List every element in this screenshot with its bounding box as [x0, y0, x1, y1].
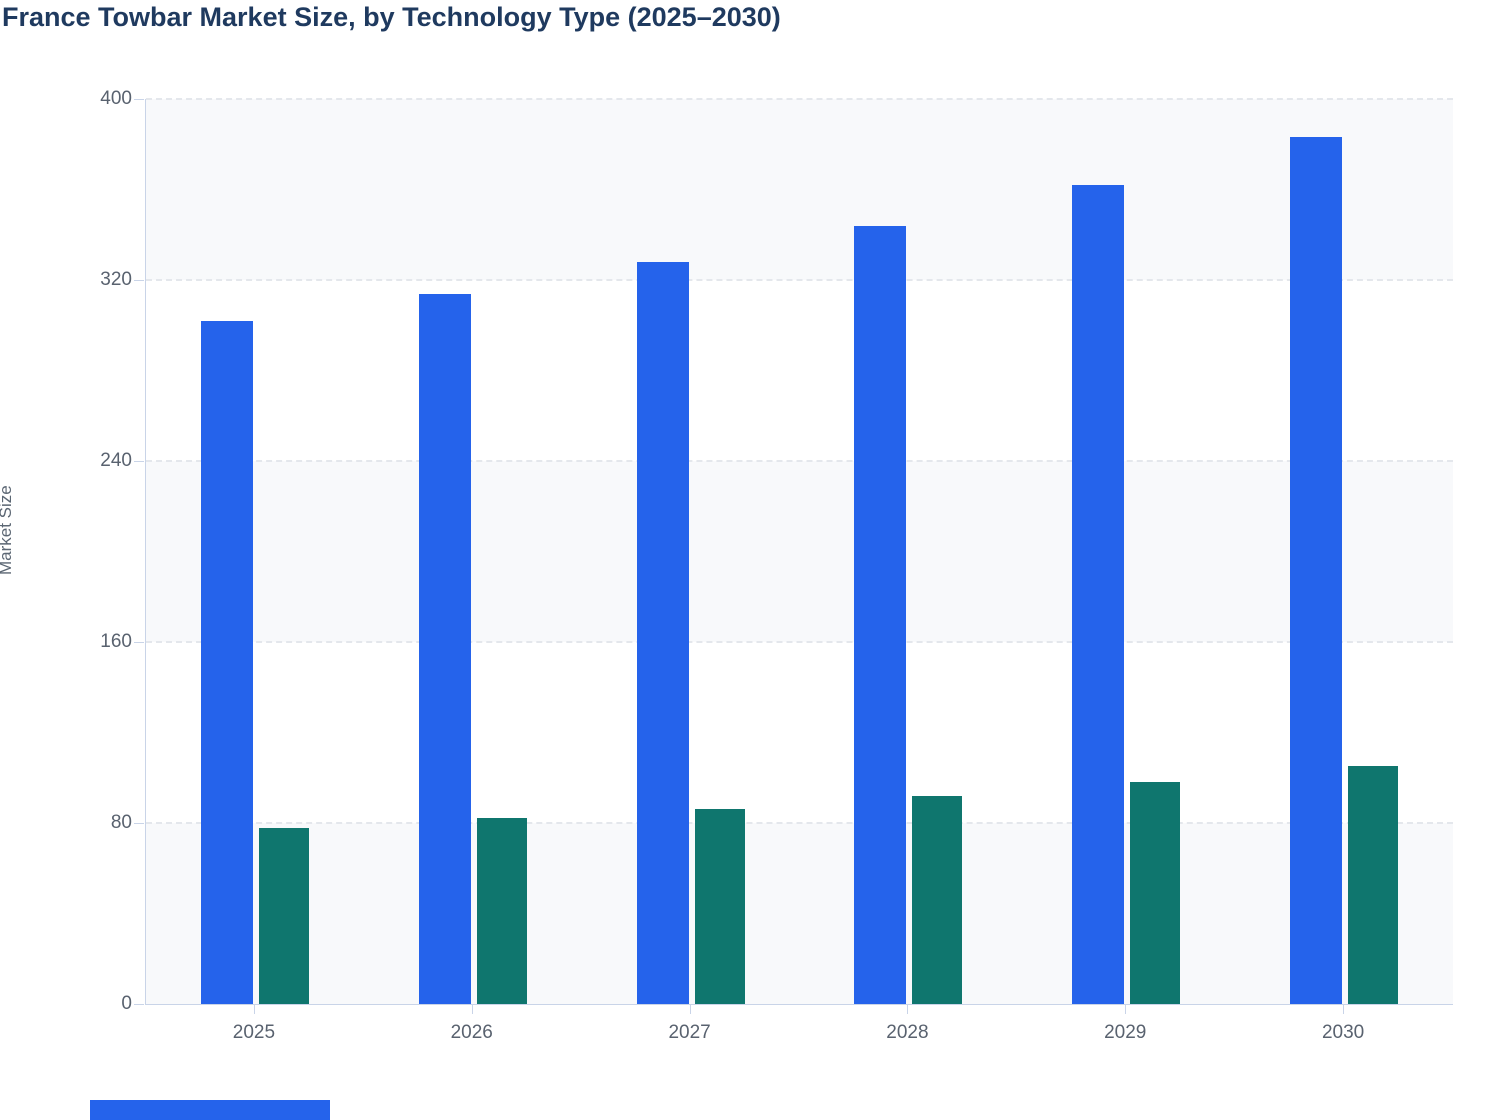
x-tick-label-2025: 2025 [232, 1022, 276, 1043]
bar-teal-2026[interactable] [476, 818, 527, 1004]
bar-blue-2029[interactable] [1072, 184, 1125, 1004]
x-tick-mark [689, 1005, 691, 1014]
bottom-left-blue-strip [90, 1100, 330, 1120]
x-tick-label-2029: 2029 [1104, 1022, 1147, 1043]
y-tick-mark [134, 642, 144, 643]
x-tick-label-2027: 2027 [668, 1022, 711, 1043]
y-tick-label-80: 80 [110, 812, 132, 833]
x-tick-mark [253, 1005, 255, 1014]
gridline [146, 279, 1453, 281]
bar-teal-2030[interactable] [1348, 766, 1399, 1004]
y-tick-label-400: 400 [100, 88, 132, 109]
gridline [146, 822, 1453, 824]
bar-teal-2027[interactable] [694, 809, 745, 1004]
bar-teal-2025[interactable] [258, 827, 309, 1004]
plot-area [145, 98, 1453, 1005]
y-tick-mark [134, 99, 144, 100]
bar-blue-2025[interactable] [200, 320, 253, 1004]
plot-band [146, 280, 1453, 461]
bar-blue-2026[interactable] [418, 293, 471, 1004]
x-tick-mark [1125, 1005, 1127, 1014]
chart-title: France Towbar Market Size, by Technology… [2, 2, 781, 32]
x-tick-label-2028: 2028 [886, 1022, 929, 1043]
bar-blue-2030[interactable] [1290, 137, 1343, 1004]
gridline [146, 98, 1453, 100]
y-tick-mark [134, 1004, 144, 1005]
y-tick-label-160: 160 [100, 631, 132, 652]
x-tick-mark [471, 1005, 473, 1014]
plot-band [146, 642, 1453, 823]
y-tick-label-0: 0 [121, 993, 132, 1014]
bar-blue-2028[interactable] [854, 225, 907, 1004]
y-tick-mark [134, 823, 144, 824]
y-tick-label-240: 240 [100, 450, 132, 471]
y-tick-mark [134, 280, 144, 281]
gridline [146, 460, 1453, 462]
y-tick-label-320: 320 [100, 269, 132, 290]
plot-band [146, 99, 1453, 280]
x-tick-label-2030: 2030 [1321, 1022, 1365, 1043]
y-axis-title: Market Size [0, 485, 15, 575]
plot-band [146, 823, 1453, 1004]
y-tick-mark [134, 461, 144, 462]
gridline [146, 641, 1453, 643]
plot-band [146, 461, 1453, 642]
bar-blue-2027[interactable] [636, 261, 689, 1004]
x-tick-label-2026: 2026 [450, 1022, 493, 1043]
x-tick-mark [907, 1005, 909, 1014]
x-tick-mark [1343, 1005, 1345, 1014]
bar-teal-2028[interactable] [912, 795, 963, 1004]
bar-teal-2029[interactable] [1130, 782, 1181, 1004]
